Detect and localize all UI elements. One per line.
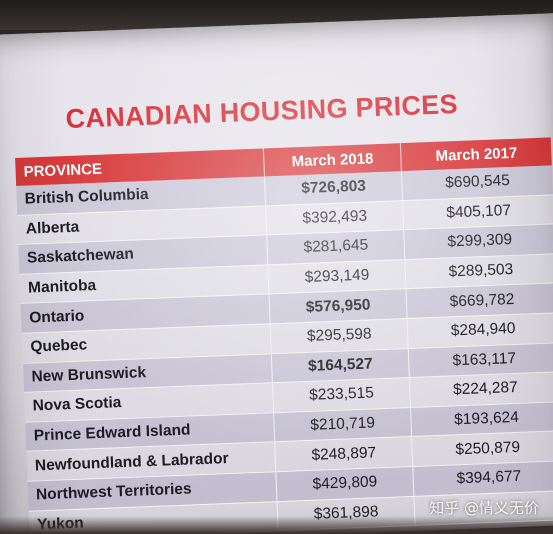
- projected-slide: CANADIAN HOUSING PRICES PROVINCE March 2…: [0, 12, 553, 534]
- watermark: 知乎 @情义无价: [429, 499, 539, 517]
- floor-shadow: [0, 516, 553, 534]
- housing-prices-table: PROVINCE March 2018 March 2017 British C…: [15, 137, 553, 534]
- slide-title: CANADIAN HOUSING PRICES: [65, 88, 459, 135]
- table-body: British Columbia $726,803 $690,545 Alberta $…: [16, 165, 553, 534]
